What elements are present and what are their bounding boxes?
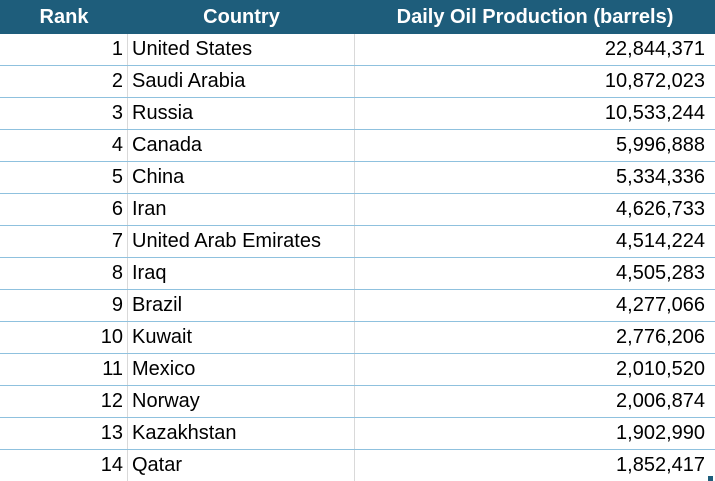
- country-cell: Norway: [128, 386, 355, 417]
- rank-cell: 12: [0, 386, 128, 417]
- country-cell: China: [128, 162, 355, 193]
- country-cell: Russia: [128, 98, 355, 129]
- production-cell: 10,533,244: [604, 102, 705, 124]
- country-cell: United Arab Emirates: [128, 226, 355, 257]
- table-row: 10 Kuwait 2,776,206: [0, 322, 715, 354]
- table-row: 7 United Arab Emirates 4,514,224: [0, 226, 715, 258]
- table-row: 12 Norway 2,006,874: [0, 386, 715, 418]
- table-row: 13 Kazakhstan 1,902,990: [0, 418, 715, 450]
- table-row: 11 Mexico 2,010,520: [0, 354, 715, 386]
- country-cell: Mexico: [128, 354, 355, 385]
- rank-cell: 4: [0, 130, 128, 161]
- production-cell: 22,844,371: [604, 38, 705, 60]
- table-row: 6 Iran 4,626,733: [0, 194, 715, 226]
- table-row: 8 Iraq 4,505,283: [0, 258, 715, 290]
- table-row: 2 Saudi Arabia 10,872,023: [0, 66, 715, 98]
- production-cell: 1,852,417: [616, 454, 705, 476]
- production-cell: 10,872,023: [604, 70, 705, 92]
- table-row: 14 Qatar 1,852,417: [0, 450, 715, 481]
- rank-cell: 1: [0, 34, 128, 65]
- country-cell: Kuwait: [128, 322, 355, 353]
- production-cell: 2,010,520: [616, 358, 705, 380]
- rank-cell: 10: [0, 322, 128, 353]
- resize-handle: [708, 476, 713, 481]
- table-row: 4 Canada 5,996,888: [0, 130, 715, 162]
- rank-cell: 5: [0, 162, 128, 193]
- country-cell: Canada: [128, 130, 355, 161]
- country-cell: United States: [128, 34, 355, 65]
- table-row: 5 China 5,334,336: [0, 162, 715, 194]
- rank-cell: 2: [0, 66, 128, 97]
- header-cell: Rank: [39, 5, 89, 28]
- production-cell: 4,626,733: [616, 198, 705, 220]
- country-cell: Qatar: [128, 450, 355, 481]
- rank-cell: 11: [0, 354, 128, 385]
- table-row: 9 Brazil 4,277,066: [0, 290, 715, 322]
- production-cell: 1,902,990: [616, 422, 705, 444]
- rank-cell: 8: [0, 258, 128, 289]
- header-row: Rank Country Daily Oil Production (barre…: [0, 0, 715, 34]
- production-cell: 4,505,283: [616, 262, 705, 284]
- production-cell: 4,277,066: [616, 294, 705, 316]
- country-cell: Iraq: [128, 258, 355, 289]
- table-row: 3 Russia 10,533,244: [0, 98, 715, 130]
- rank-cell: 14: [0, 450, 128, 481]
- rank-cell: 3: [0, 98, 128, 129]
- production-cell: 4,514,224: [616, 230, 705, 252]
- production-cell: 5,334,336: [616, 166, 705, 188]
- production-cell: 2,006,874: [616, 390, 705, 412]
- rank-cell: 7: [0, 226, 128, 257]
- country-cell: Brazil: [128, 290, 355, 321]
- table-row: 1 United States 22,844,371: [0, 34, 715, 66]
- rank-cell: 6: [0, 194, 128, 225]
- country-cell: Iran: [128, 194, 355, 225]
- rank-cell: 9: [0, 290, 128, 321]
- country-cell: Kazakhstan: [128, 418, 355, 449]
- header-cell: Country: [203, 5, 280, 28]
- rank-cell: 13: [0, 418, 128, 449]
- header-cell: Daily Oil Production (barrels): [396, 5, 674, 28]
- production-cell: 2,776,206: [616, 326, 705, 348]
- production-cell: 5,996,888: [616, 134, 705, 156]
- country-cell: Saudi Arabia: [128, 66, 355, 97]
